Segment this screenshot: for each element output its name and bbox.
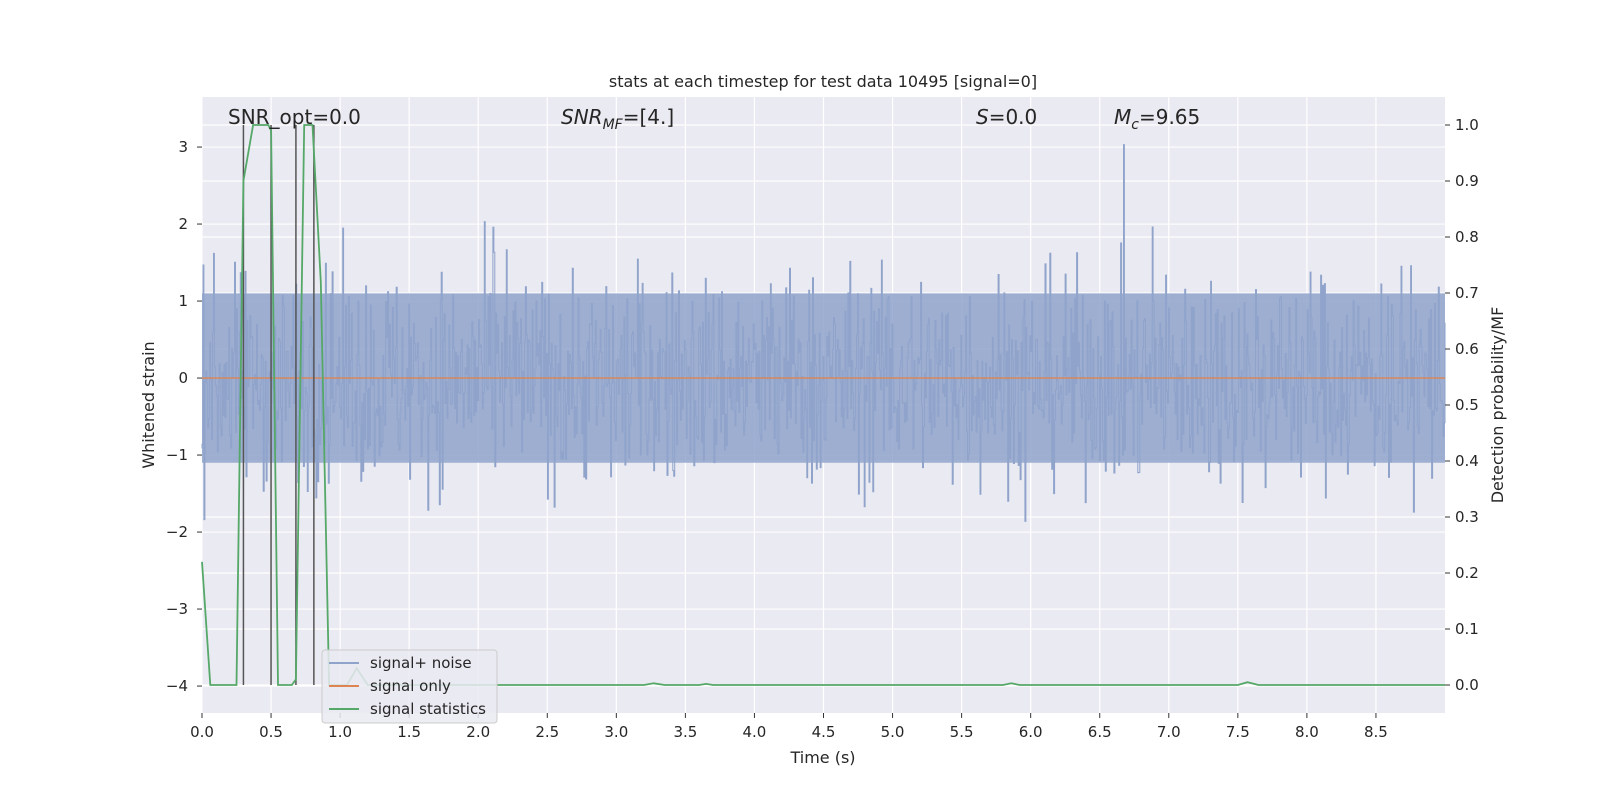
y-axis-right-label: Detection probability/MF [1488,307,1507,504]
x-axis-label: Time (s) [789,748,855,767]
x-tick-label: 3.5 [673,723,697,741]
annotation-snr-mf-sub: MF [603,117,624,133]
y-left-tick-label: 0 [178,369,188,387]
y-right-tick-label: 0.1 [1455,620,1479,638]
chart-title: stats at each timestep for test data 104… [609,72,1037,91]
y-axis-left-label: Whitened strain [139,341,158,468]
y-axis-right-ticks: 1.0 0.9 0.8 0.7 0.6 0.5 0.4 0.3 0.2 0.1 0.0 [1445,116,1479,694]
x-tick-label: 7.5 [1226,723,1250,741]
y-left-tick-label: −4 [166,677,188,695]
x-tick-label: 1.0 [328,723,352,741]
annotation-mc-base: M [1114,105,1131,129]
y-right-tick-label: 0.3 [1455,508,1479,526]
annotation-snr-mf-base: SNR [561,105,603,129]
x-tick-label: 5.0 [881,723,905,741]
x-tick-label: 6.0 [1019,723,1043,741]
y-right-tick-label: 0.7 [1455,284,1479,302]
legend-label-signal-noise: signal+ noise [370,654,472,672]
y-right-tick-label: 0.2 [1455,564,1479,582]
annotation-snr-mf-value: =[4.] [623,105,674,129]
y-right-tick-label: 0.8 [1455,228,1479,246]
y-left-tick-label: 2 [178,215,188,233]
legend: signal+ noise signal only signal statist… [321,649,498,724]
x-tick-label: 4.5 [812,723,836,741]
y-left-tick-label: 3 [178,138,188,156]
y-axis-left-ticks: 3 2 1 0 −1 −2 −3 −4 [166,138,202,695]
y-left-tick-label: −2 [166,523,188,541]
x-tick-label: 8.0 [1295,723,1319,741]
x-tick-label: 5.5 [950,723,974,741]
y-right-tick-label: 0.4 [1455,452,1479,470]
annotation-s-base: S [976,105,989,129]
x-axis-ticks: 0.0 0.5 1.0 1.5 2.0 2.5 3.0 3.5 4.0 4.5 5.0 5.5 6.0 6… [190,713,1388,741]
y-right-tick-label: 0.9 [1455,172,1479,190]
y-right-tick-label: 0.5 [1455,396,1479,414]
annotation-mc-sub: c [1131,117,1139,133]
noise-trace [201,144,1446,522]
x-tick-label: 6.5 [1088,723,1112,741]
legend-label-signal-statistics: signal statistics [370,700,486,718]
annotation-s: S=0.0 [976,105,1037,129]
x-tick-label: 8.5 [1364,723,1388,741]
x-tick-label: 0.5 [259,723,283,741]
y-left-tick-label: −3 [166,600,188,618]
x-tick-label: 1.5 [397,723,421,741]
y-right-tick-label: 0.0 [1455,676,1479,694]
y-left-tick-label: −1 [166,446,188,464]
annotation-snr-mf: SNRMF=[4.] [561,105,674,133]
annotation-mc-value: =9.65 [1139,105,1200,129]
legend-box [321,649,498,724]
annotation-mc: Mc=9.65 [1114,105,1200,133]
x-tick-label: 0.0 [190,723,214,741]
y-right-tick-label: 1.0 [1455,116,1479,134]
x-tick-label: 3.0 [604,723,628,741]
annotation-snr-opt: SNR_opt=0.0 [228,105,361,129]
x-tick-label: 2.5 [535,723,559,741]
y-left-tick-label: 1 [178,292,188,310]
x-tick-label: 2.0 [466,723,490,741]
annotation-s-value: =0.0 [989,105,1038,129]
legend-label-signal-only: signal only [370,677,451,695]
y-right-tick-label: 0.6 [1455,340,1479,358]
x-tick-label: 4.0 [743,723,767,741]
x-tick-label: 7.0 [1157,723,1181,741]
